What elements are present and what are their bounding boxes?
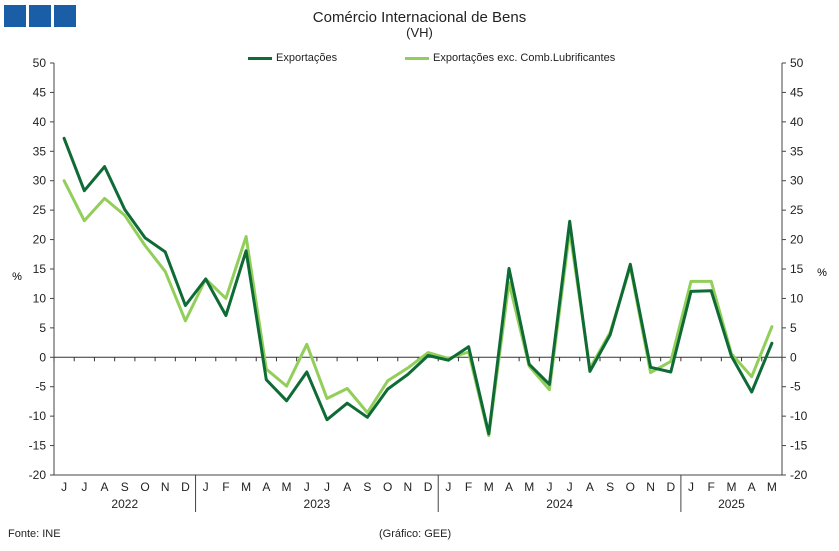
- year-label: 2025: [718, 497, 745, 511]
- year-label: 2022: [111, 497, 138, 511]
- y-tick-label-left: -20: [29, 468, 47, 482]
- y-tick-label-right: -10: [790, 409, 808, 423]
- y-tick-label-left: 10: [33, 291, 47, 305]
- legend-item-exportacoes: Exportações: [248, 52, 337, 64]
- y-tick-label-left: 0: [39, 350, 46, 364]
- x-tick-label: J: [324, 480, 330, 494]
- x-tick-label: J: [546, 480, 552, 494]
- chart-subtitle: (VH): [406, 25, 433, 40]
- legend-swatch-exportacoes: [248, 56, 272, 60]
- series-layer: [62, 136, 774, 438]
- year-label: 2024: [546, 497, 573, 511]
- y-tick-label-left: 20: [33, 233, 47, 247]
- legend-swatch-exportacoes-exc: [405, 56, 429, 60]
- y-tick-label-left: -5: [35, 380, 46, 394]
- y-tick-label-left: 40: [33, 115, 47, 129]
- ine-logo: [4, 5, 76, 27]
- y-tick-label-left: -15: [29, 439, 47, 453]
- series-line-exportacoes-exc-comb: [62, 179, 774, 438]
- x-tick-label: N: [404, 480, 413, 494]
- y-tick-label-right: 35: [790, 144, 804, 158]
- logo-square: [29, 5, 51, 27]
- x-tick-label: A: [748, 480, 756, 494]
- x-tick-label: M: [282, 480, 292, 494]
- y-tick-label-right: 30: [790, 174, 804, 188]
- y-axis-label-right: %: [817, 267, 827, 279]
- x-tick-label: M: [524, 480, 534, 494]
- y-tick-label-right: 15: [790, 262, 804, 276]
- chart-title: Comércio Internacional de Bens: [312, 9, 527, 26]
- credit-note: (Gráfico: GEE): [379, 528, 452, 540]
- y-tick-label-left: -10: [29, 409, 47, 423]
- logo-square: [4, 5, 26, 27]
- series-line-exportacoes: [62, 136, 774, 436]
- y-tick-label-right: 20: [790, 233, 804, 247]
- y-tick-label-right: -5: [790, 380, 801, 394]
- x-tick-label: M: [484, 480, 494, 494]
- x-tick-label: F: [708, 480, 715, 494]
- source-note: Fonte: INE: [8, 528, 61, 540]
- x-tick-label: J: [61, 480, 67, 494]
- y-tick-label-right: 10: [790, 291, 804, 305]
- y-tick-label-right: 5: [790, 321, 797, 335]
- x-tick-label: O: [626, 480, 635, 494]
- x-tick-label: M: [767, 480, 777, 494]
- x-tick-label: D: [181, 480, 190, 494]
- x-tick-label: J: [304, 480, 310, 494]
- x-tick-label: A: [586, 480, 594, 494]
- x-tick-label: S: [606, 480, 614, 494]
- legend-label-exportacoes: Exportações: [276, 52, 338, 64]
- x-tick-label: A: [505, 480, 513, 494]
- y-tick-label-left: 50: [33, 56, 47, 70]
- legend-item-exportacoes-exc: Exportações exc. Comb.Lubrificantes: [405, 52, 615, 64]
- x-tick-label: N: [161, 480, 170, 494]
- y-tick-label-left: 25: [33, 203, 47, 217]
- y-tick-label-left: 35: [33, 144, 47, 158]
- x-tick-label: M: [241, 480, 251, 494]
- x-tick-label: N: [646, 480, 655, 494]
- x-tick-label: A: [343, 480, 351, 494]
- x-tick-label: J: [203, 480, 209, 494]
- x-tick-label: J: [445, 480, 451, 494]
- y-tick-label-right: 50: [790, 56, 804, 70]
- y-tick-label-right: 0: [790, 350, 797, 364]
- x-tick-label: S: [363, 480, 371, 494]
- y-tick-label-right: -20: [790, 468, 808, 482]
- y-axis-label-left: %: [12, 271, 22, 283]
- x-tick-label: A: [101, 480, 109, 494]
- y-tick-label-left: 15: [33, 262, 47, 276]
- y-tick-label-right: 45: [790, 85, 804, 99]
- x-tick-label: M: [726, 480, 736, 494]
- x-tick-label: S: [121, 480, 129, 494]
- x-tick-label: D: [424, 480, 433, 494]
- x-tick-label: J: [567, 480, 573, 494]
- x-tick-label: D: [666, 480, 675, 494]
- y-tick-label-left: 5: [39, 321, 46, 335]
- x-tick-label: O: [140, 480, 149, 494]
- x-tick-label: F: [465, 480, 472, 494]
- year-label: 2023: [304, 497, 331, 511]
- logo-square: [54, 5, 76, 27]
- x-tick-label: J: [688, 480, 694, 494]
- legend-label-exportacoes-exc: Exportações exc. Comb.Lubrificantes: [433, 52, 616, 64]
- x-tick-label: F: [222, 480, 229, 494]
- y-tick-label-right: -15: [790, 439, 808, 453]
- x-tick-label: J: [81, 480, 87, 494]
- x-tick-label: A: [262, 480, 270, 494]
- x-tick-label: O: [383, 480, 392, 494]
- y-tick-label-right: 40: [790, 115, 804, 129]
- y-tick-label-right: 25: [790, 203, 804, 217]
- y-tick-label-left: 45: [33, 85, 47, 99]
- y-tick-label-left: 30: [33, 174, 47, 188]
